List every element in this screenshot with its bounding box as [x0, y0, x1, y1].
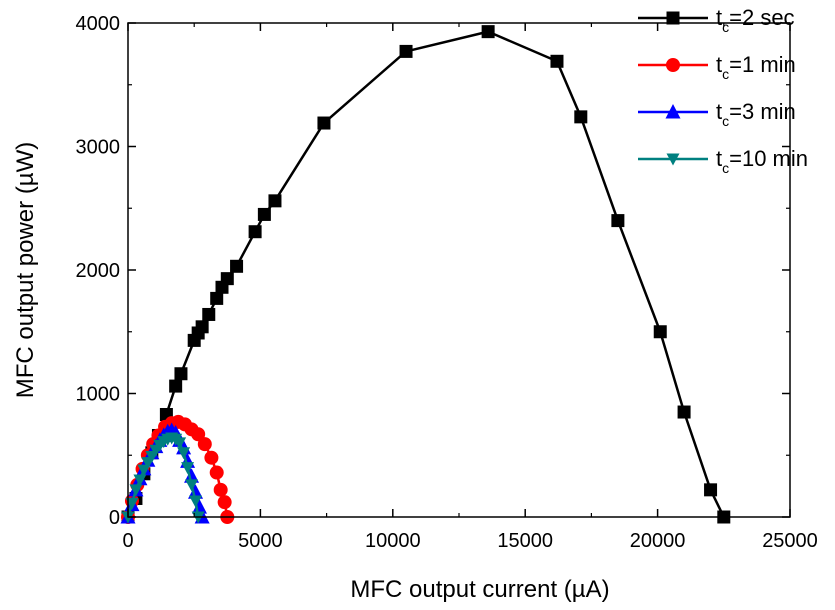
data-point [220, 272, 234, 286]
data-point [185, 479, 199, 492]
legend-marker [665, 104, 681, 119]
legend-item: tc=2 sec [638, 5, 795, 35]
axes [127, 22, 791, 518]
data-point [481, 25, 495, 39]
data-point [230, 259, 244, 273]
data-point [317, 116, 331, 130]
data-point [189, 495, 203, 508]
data-point [133, 474, 147, 487]
plot-area [120, 25, 731, 524]
legend-marker [666, 58, 680, 72]
data-point [210, 291, 224, 305]
legend-marker [666, 153, 680, 166]
legend-label-rest: =1 min [729, 52, 796, 77]
x-tick-label: 5000 [238, 530, 283, 552]
legend-label-main: t [716, 52, 722, 77]
x-tick-label: 10000 [365, 530, 421, 552]
x-tick-label: 20000 [630, 530, 686, 552]
data-point [574, 110, 588, 124]
legend-label-sub: c [722, 19, 729, 35]
data-point [191, 499, 207, 514]
data-point [129, 484, 143, 497]
data-point [217, 495, 232, 510]
y-tick-label: 0 [109, 507, 120, 529]
data-point [209, 465, 224, 480]
legend-label-sub: c [722, 113, 729, 129]
data-point [213, 482, 228, 497]
legend-item: tc=1 min [638, 52, 796, 82]
data-point [169, 379, 183, 393]
legend-label-sub: c [722, 160, 729, 176]
x-tick-label: 15000 [497, 530, 553, 552]
legend-label-rest: =3 min [729, 99, 796, 124]
legend-label: tc=10 min [716, 146, 808, 176]
y-tick-label: 4000 [76, 13, 121, 35]
legend-label-rest: =2 sec [729, 5, 794, 30]
data-point [184, 468, 200, 483]
data-point [197, 437, 212, 452]
legend-item: tc=3 min [638, 99, 796, 129]
tick-labels: 0 5000 10000 15000 20000 25000 0 1000 2000 3000 40… [76, 13, 818, 552]
y-tick-label: 3000 [76, 137, 121, 159]
series-3 [121, 432, 205, 524]
legend-label: tc=3 min [716, 99, 796, 129]
data-point [653, 325, 667, 339]
plot-frame [127, 22, 791, 518]
data-point [188, 484, 204, 499]
series-line [126, 30, 725, 518]
x-tick-label: 0 [122, 530, 133, 552]
data-point [611, 214, 625, 228]
x-tick-label: 25000 [762, 530, 818, 552]
legend-marker [666, 11, 680, 25]
legend-label-main: t [716, 99, 722, 124]
data-point [173, 437, 187, 450]
data-point [174, 367, 188, 381]
legend-label-main: t [716, 5, 722, 30]
legend-label-sub: c [722, 66, 729, 82]
data-point [257, 207, 271, 221]
legend-label-main: t [716, 146, 722, 171]
data-point [202, 307, 216, 321]
legend-label: tc=2 sec [716, 5, 795, 35]
data-point [177, 447, 191, 460]
data-point [195, 320, 209, 334]
data-point [677, 405, 691, 419]
data-point [248, 225, 262, 239]
series-0 [121, 25, 731, 524]
x-axis-label: MFC output current (µA) [350, 576, 609, 603]
legend-label: tc=1 min [716, 52, 796, 82]
data-point [550, 54, 564, 68]
data-point [204, 450, 219, 465]
legend-label-rest: =10 min [729, 146, 808, 171]
y-tick-label: 2000 [76, 260, 121, 282]
data-point [399, 44, 413, 58]
y-axis-label: MFC output power (µW) [12, 142, 39, 399]
data-point [191, 427, 206, 442]
data-point [268, 194, 282, 208]
data-point [181, 462, 195, 475]
legend-item: tc=10 min [638, 146, 808, 176]
data-point [704, 483, 718, 497]
y-tick-label: 1000 [76, 384, 121, 406]
